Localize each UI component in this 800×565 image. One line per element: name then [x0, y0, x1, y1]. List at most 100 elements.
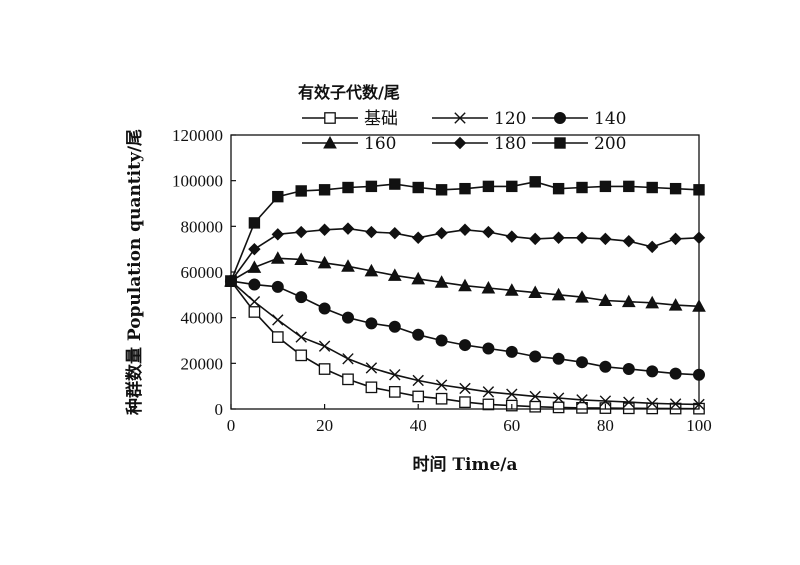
data-point — [576, 402, 588, 414]
legend-label: 基础 — [364, 109, 398, 129]
y-tick-label: 120000 — [172, 126, 223, 145]
data-point — [365, 225, 378, 239]
legend-marker — [554, 112, 566, 124]
data-point — [599, 395, 612, 407]
data-point — [295, 331, 307, 343]
data-point — [248, 217, 261, 229]
data-point — [505, 230, 519, 243]
data-point — [529, 350, 542, 363]
data-point — [576, 181, 588, 194]
data-point — [552, 231, 565, 244]
data-point — [669, 367, 682, 380]
data-point — [505, 345, 518, 358]
data-point — [622, 363, 635, 376]
y-axis-ticks: 0 20000 40000 60000 80000 100000 120000 — [172, 126, 236, 419]
legend-marker — [323, 135, 337, 149]
y-tick-label: 100000 — [172, 172, 223, 191]
y-tick-label: 40000 — [181, 309, 224, 328]
data-point — [341, 222, 355, 235]
y-tick-label: 80000 — [181, 217, 224, 236]
data-point — [435, 392, 448, 405]
data-point — [435, 184, 448, 196]
data-point — [364, 263, 379, 277]
data-point — [669, 182, 682, 195]
legend-title: 有效子代数/尾 — [298, 83, 400, 102]
data-point — [318, 302, 331, 315]
x-axis-title: 时间 Time/a — [412, 454, 517, 475]
data-point — [387, 268, 402, 281]
series-4 — [224, 251, 706, 312]
y-axis-title: 种群数量 Population quantity/尾 — [124, 129, 145, 416]
series-5 — [224, 222, 706, 288]
legend-label: 200 — [594, 134, 626, 154]
data-point — [646, 365, 659, 378]
data-point — [271, 280, 284, 293]
data-point — [411, 271, 426, 285]
data-point — [599, 360, 612, 373]
data-point — [341, 259, 355, 272]
data-point — [248, 306, 261, 318]
data-point — [342, 373, 354, 386]
data-point — [342, 181, 354, 194]
data-point — [482, 225, 495, 239]
data-point — [459, 182, 471, 195]
data-point — [645, 240, 659, 254]
legend-marker — [453, 136, 467, 150]
data-point — [412, 374, 424, 387]
series-layer — [224, 176, 706, 415]
data-point — [528, 285, 543, 299]
data-point — [388, 226, 402, 240]
data-point — [459, 382, 471, 395]
data-point — [552, 392, 565, 404]
data-point — [621, 294, 636, 308]
data-point — [506, 388, 518, 400]
x-tick-label: 80 — [597, 416, 614, 435]
data-point — [552, 352, 565, 365]
data-point — [459, 396, 471, 409]
data-point — [412, 390, 425, 403]
data-point — [388, 386, 401, 398]
legend: 有效子代数/尾 基础 120 140 160 180 200 — [298, 83, 626, 154]
legend-marker — [454, 112, 466, 124]
legend-label: 140 — [594, 109, 626, 129]
data-point — [248, 295, 261, 308]
legend-marker — [324, 112, 336, 124]
data-point — [482, 386, 495, 398]
data-point — [435, 334, 448, 347]
data-point — [272, 314, 284, 326]
legend-label: 120 — [494, 109, 526, 129]
x-tick-label: 60 — [503, 416, 520, 435]
data-point — [623, 180, 635, 193]
data-point — [552, 182, 565, 195]
data-point — [318, 223, 331, 236]
legend-label: 180 — [494, 134, 526, 154]
data-point — [317, 255, 332, 269]
data-point — [412, 328, 425, 341]
data-point — [248, 278, 261, 291]
data-point — [294, 252, 309, 265]
data-point — [342, 311, 354, 324]
data-point — [482, 180, 495, 193]
data-point — [435, 379, 448, 391]
legend-item: 160 — [302, 134, 396, 154]
legend-item: 基础 — [302, 109, 398, 129]
data-point — [622, 234, 636, 248]
data-point — [342, 353, 354, 365]
legend-item: 120 — [432, 109, 526, 129]
data-point — [646, 181, 658, 194]
data-point — [646, 397, 658, 409]
data-point — [506, 180, 518, 193]
data-point — [482, 342, 495, 355]
data-point — [318, 340, 331, 352]
data-point — [576, 394, 588, 406]
data-point — [575, 231, 589, 244]
data-point — [622, 402, 635, 415]
data-point — [458, 278, 472, 292]
data-point — [318, 363, 331, 375]
data-point — [388, 320, 401, 333]
data-point — [504, 283, 519, 296]
x-tick-label: 100 — [686, 416, 712, 435]
legend-label: 160 — [364, 134, 396, 154]
data-point — [552, 401, 565, 414]
